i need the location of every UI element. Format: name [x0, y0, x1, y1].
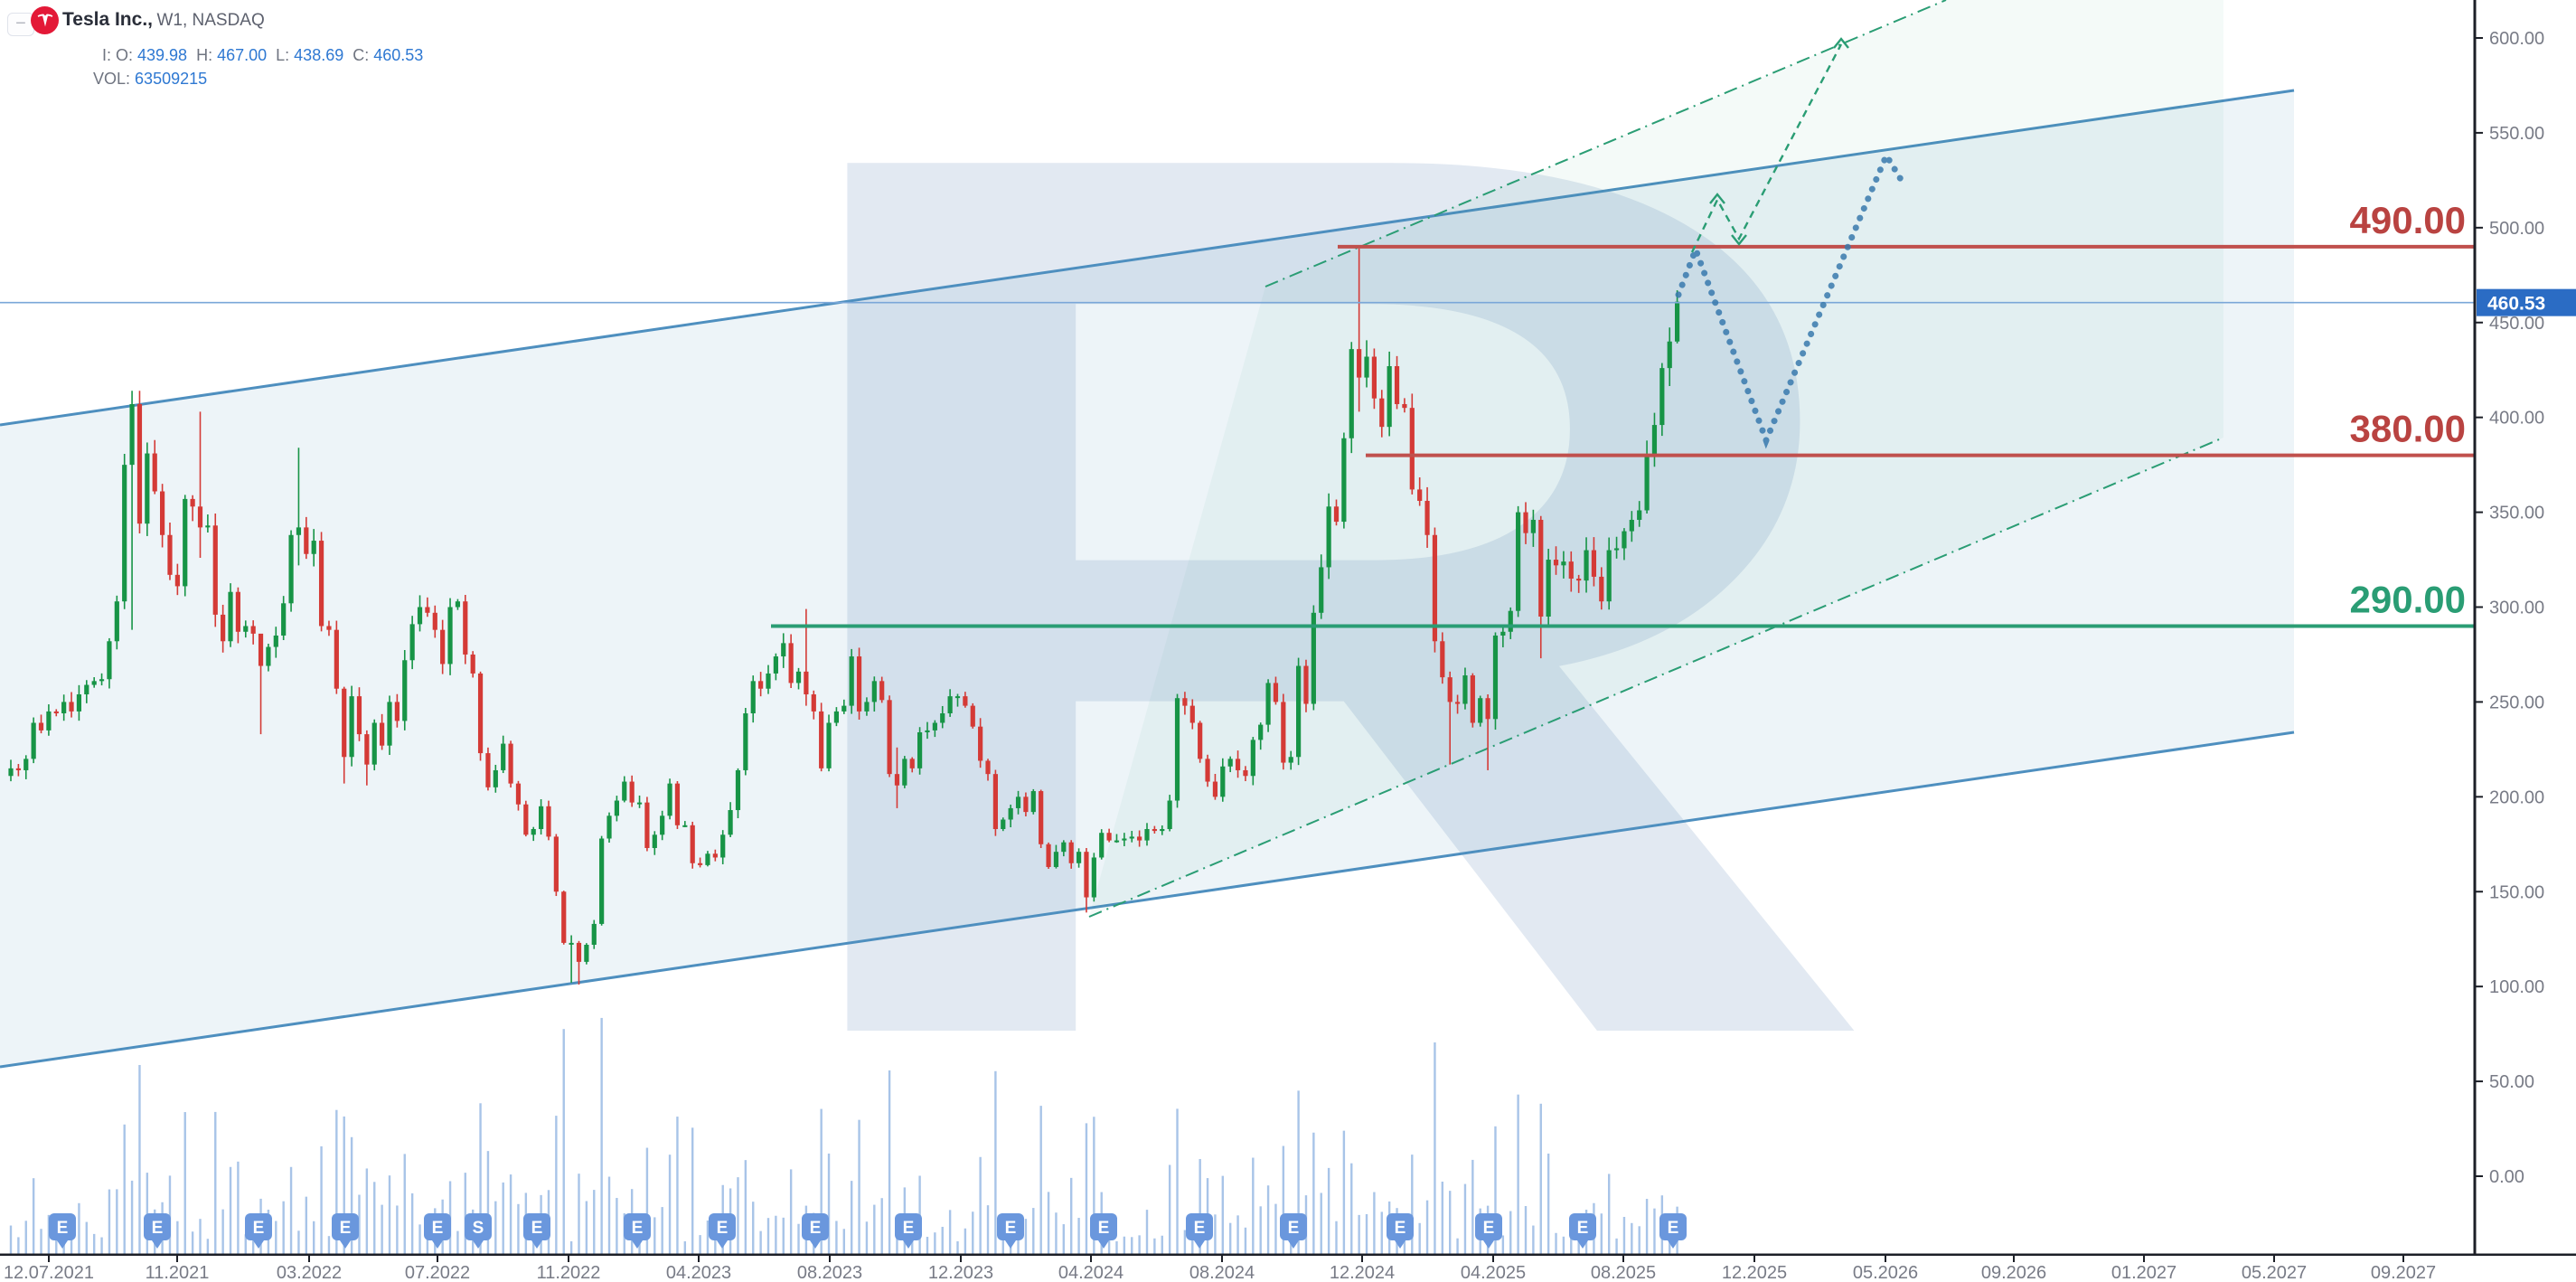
time-tick-label: 05.2027: [2242, 1263, 2307, 1282]
vol-label: VOL:: [93, 70, 131, 88]
vol-value: 63509215: [135, 70, 208, 88]
time-tick-label: 03.2022: [277, 1263, 342, 1282]
price-tick-label: 300.00: [2489, 599, 2544, 618]
volume-bars: [9, 1017, 1678, 1254]
time-tick-label: 11.2021: [146, 1263, 210, 1282]
level-label: 290.00: [2350, 578, 2466, 620]
symbol-meta[interactable]: W1, NASDAQ: [156, 11, 265, 30]
price-tick-label: 50.00: [2489, 1072, 2534, 1092]
svg-text:E: E: [1005, 1219, 1017, 1238]
event-markers[interactable]: E E E E E E E E E E E E E E E E E ES: [49, 1213, 1687, 1249]
price-tick-label: 0.00: [2489, 1167, 2524, 1187]
tesla-logo-icon: [31, 6, 59, 34]
svg-text:E: E: [1668, 1219, 1679, 1238]
time-tick-label: 08.2025: [1591, 1263, 1656, 1282]
svg-text:E: E: [1194, 1219, 1206, 1238]
svg-text:E: E: [432, 1219, 444, 1238]
ohlc-label: H:: [196, 46, 218, 64]
svg-text:E: E: [152, 1219, 164, 1238]
svg-text:460.53: 460.53: [2487, 294, 2545, 315]
steep-green-channel: [1088, 0, 2224, 918]
time-tick-label: 05.2026: [1853, 1263, 1918, 1282]
projection-arrows: [1675, 37, 1905, 449]
ohlc-value: 438.69: [294, 46, 344, 64]
time-tick-label: 12.2025: [1722, 1263, 1787, 1282]
time-tick-label: 12.2024: [1330, 1263, 1395, 1282]
price-tick-label: 600.00: [2489, 29, 2544, 49]
svg-text:E: E: [810, 1219, 822, 1238]
time-tick-label: 12.2023: [928, 1263, 993, 1282]
ohlc-value: 439.98: [137, 46, 188, 64]
time-tick-label: 01.2027: [2111, 1263, 2176, 1282]
ohlc-label: L:: [276, 46, 295, 64]
time-tick-label: 04.2025: [1461, 1263, 1526, 1282]
price-tick-label: 400.00: [2489, 409, 2544, 429]
ohlc-row: I: O: 439.98 H: 467.00 L: 438.69 C: 460.53: [102, 46, 432, 65]
time-axis-bg: [0, 1256, 2576, 1282]
svg-text:E: E: [903, 1219, 915, 1238]
svg-text:E: E: [340, 1219, 352, 1238]
svg-text:E: E: [1577, 1219, 1589, 1238]
svg-text:E: E: [1483, 1219, 1495, 1238]
ohlc-label: I: O:: [102, 46, 138, 64]
price-tick-label: 500.00: [2489, 219, 2544, 239]
time-tick-label: 04.2024: [1058, 1263, 1123, 1282]
price-tick-label: 150.00: [2489, 882, 2544, 902]
symbol-name[interactable]: Tesla Inc.,: [62, 9, 153, 30]
level-label: 380.00: [2350, 408, 2466, 450]
time-tick-label: 07.2022: [405, 1263, 470, 1282]
ohlc-value: 460.53: [373, 46, 424, 64]
svg-text:E: E: [632, 1219, 644, 1238]
ascending-channel: [0, 89, 2295, 1069]
svg-text:E: E: [531, 1219, 543, 1238]
time-tick-label: 12.07.2021: [4, 1263, 94, 1282]
time-tick-label: 11.2022: [537, 1263, 601, 1282]
price-tick-label: 200.00: [2489, 787, 2544, 807]
volume-row: VOL: 63509215: [93, 70, 207, 89]
price-tick-label: 350.00: [2489, 504, 2544, 523]
time-tick-label: 09.2027: [2371, 1263, 2436, 1282]
svg-text:E: E: [1288, 1219, 1300, 1238]
svg-text:E: E: [717, 1219, 729, 1238]
candles: [8, 248, 1680, 985]
time-tick-label: 08.2024: [1189, 1263, 1255, 1282]
time-tick-label: 09.2026: [1981, 1263, 2046, 1282]
time-tick-label: 04.2023: [666, 1263, 731, 1282]
ohlc-label: C:: [353, 46, 374, 64]
level-label: 490.00: [2350, 199, 2466, 241]
minus-icon: −: [15, 14, 26, 33]
svg-text:S: S: [473, 1219, 484, 1238]
price-levels: 490.00 380.00 290.00: [771, 199, 2475, 628]
svg-text:E: E: [1098, 1219, 1110, 1238]
svg-text:E: E: [1395, 1219, 1406, 1238]
svg-text:E: E: [57, 1219, 69, 1238]
time-axis[interactable]: 12.07.2021 11.2021 03.2022 07.2022 11.2022 04…: [4, 1255, 2436, 1282]
time-tick-label: 08.2023: [797, 1263, 862, 1282]
price-tick-label: 550.00: [2489, 124, 2544, 144]
current-price-badge: 460.53: [2477, 288, 2576, 316]
svg-text:E: E: [253, 1219, 265, 1238]
price-tick-label: 450.00: [2489, 314, 2544, 334]
price-tick-label: 250.00: [2489, 693, 2544, 712]
ohlc-value: 467.00: [217, 46, 268, 64]
price-tick-label: 100.00: [2489, 977, 2544, 997]
